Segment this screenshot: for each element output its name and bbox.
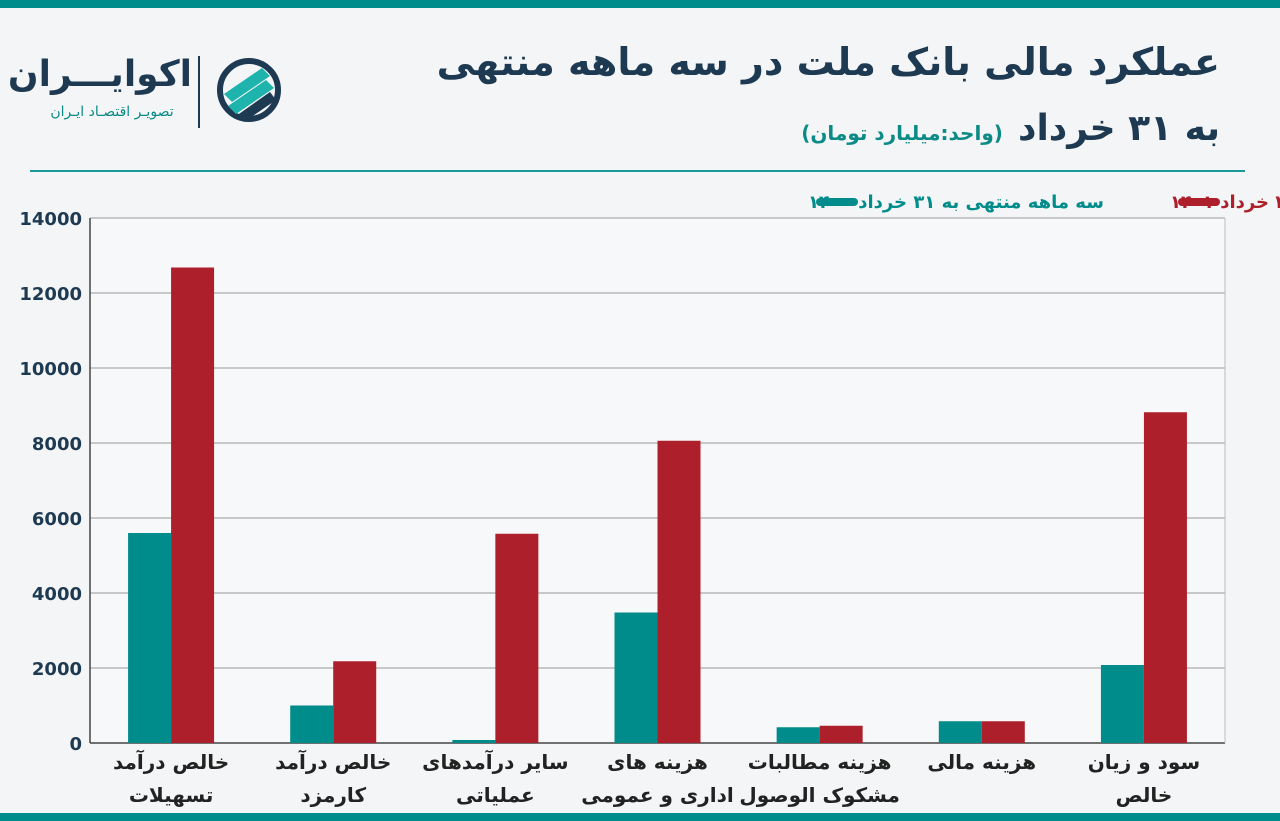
y-tick-label: 14000 <box>19 209 82 230</box>
x-category-label: مشکوک الوصول <box>739 783 899 807</box>
bar-1400 <box>128 533 172 743</box>
bar-1400 <box>290 705 334 743</box>
x-category-label: عملیاتی <box>456 783 535 807</box>
x-category-label: سایر درآمدهای <box>422 749 568 774</box>
ecoiran-logo: اکوایـــران تصویـر اقتصـاد ایـران <box>7 50 302 132</box>
legend-label-1401: سه ماهه منتهی به ۳۱ خرداد ۱۴۰۱ <box>1170 192 1280 213</box>
x-category-label: خالص درآمد <box>113 749 229 774</box>
title-date: به ۳۱ خرداد <box>1017 108 1220 149</box>
x-category-label: هزینه های <box>607 750 708 774</box>
bottom-accent-bar <box>0 813 1280 821</box>
bar-1401 <box>333 661 377 743</box>
logo-divider <box>198 56 200 128</box>
bar-1401 <box>981 721 1025 743</box>
bar-1401 <box>495 533 539 743</box>
bar-chart: 0 2000 4000 6000 8000 10000 12000 14000 خالص درآ… <box>19 192 1280 807</box>
x-category-label: هزینه مطالبات <box>748 750 892 774</box>
bar-1401 <box>1143 412 1187 743</box>
y-tick-label: 0 <box>69 734 82 755</box>
logo-name: اکوایـــران <box>7 54 192 95</box>
bar-1400 <box>452 740 496 743</box>
bar-1401 <box>171 267 215 743</box>
page-title: عملکرد مالی بانک ملت در سه ماهه منتهی <box>436 40 1220 84</box>
bar-1400 <box>1100 665 1144 743</box>
x-category-label: خالص درآمد <box>275 749 391 774</box>
legend-swatch-1401 <box>1178 198 1220 206</box>
x-category-label: خالص <box>1116 783 1173 807</box>
y-tick-label: 4000 <box>32 584 82 605</box>
page-subtitle: به ۳۱ خرداد (واحد:میلیارد تومان) <box>801 108 1220 149</box>
unit-label: (واحد:میلیارد تومان) <box>801 121 1003 145</box>
y-tick-label: 8000 <box>32 434 82 455</box>
legend-label-1400: سه ماهه منتهی به ۳۱ خرداد ۱۴۰۰ <box>808 192 1104 213</box>
x-category-label: سود و زیان <box>1088 750 1200 774</box>
bar-1400 <box>938 721 982 743</box>
top-accent-bar <box>0 0 1280 8</box>
logo-tagline: تصویـر اقتصـاد ایـران <box>50 104 174 120</box>
x-category-label: تسهیلات <box>129 783 214 807</box>
x-category-label: هزینه مالی <box>927 750 1036 774</box>
bar-1400 <box>614 612 658 743</box>
x-category-label: اداری و عمومی <box>581 783 733 807</box>
y-tick-label: 2000 <box>32 659 82 680</box>
bar-1401 <box>657 440 701 743</box>
ecoiran-logo-icon <box>217 58 281 122</box>
header-divider <box>30 170 1245 172</box>
bar-1400 <box>776 727 820 743</box>
y-tick-label: 10000 <box>19 359 82 380</box>
y-tick-label: 12000 <box>19 284 82 305</box>
legend-swatch-1400 <box>816 198 858 206</box>
x-category-label: کارمزد <box>300 783 366 807</box>
bar-1401 <box>819 725 863 743</box>
y-tick-label: 6000 <box>32 509 82 530</box>
